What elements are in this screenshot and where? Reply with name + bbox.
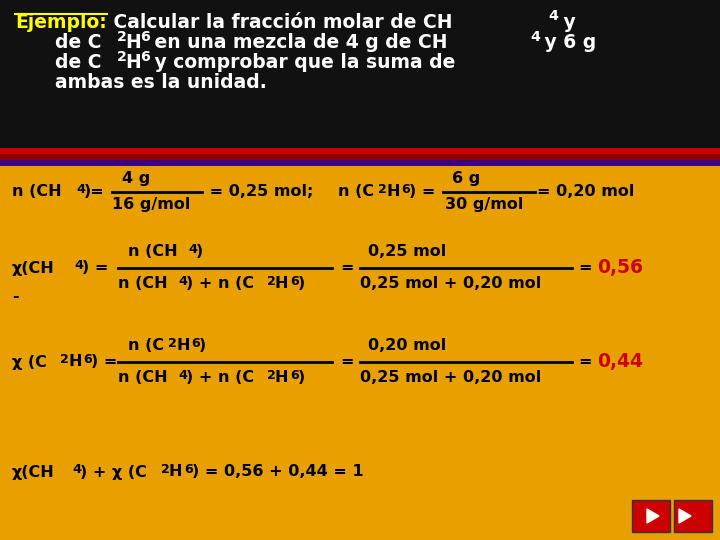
Text: -: - <box>12 288 19 303</box>
Text: 16 g/mol: 16 g/mol <box>112 198 190 213</box>
Text: y 6 g: y 6 g <box>538 33 596 52</box>
Text: ): ) <box>199 339 206 354</box>
Text: 4: 4 <box>178 369 187 382</box>
Text: 6 g: 6 g <box>452 172 480 186</box>
Text: Ejemplo:: Ejemplo: <box>15 13 107 32</box>
Text: H: H <box>68 354 81 369</box>
Text: 4: 4 <box>74 259 83 272</box>
Text: 2: 2 <box>168 337 177 350</box>
Text: 4: 4 <box>72 463 81 476</box>
Text: )=: )= <box>84 185 104 199</box>
Text: = 0,20 mol: = 0,20 mol <box>537 185 634 199</box>
Polygon shape <box>679 509 691 523</box>
Text: χ(CH: χ(CH <box>12 464 55 480</box>
Text: 2: 2 <box>267 275 276 288</box>
Text: = 0,25 mol;: = 0,25 mol; <box>204 185 313 199</box>
Text: 6: 6 <box>290 275 299 288</box>
Bar <box>0 0 720 148</box>
Text: ): ) <box>196 245 203 260</box>
Text: de C: de C <box>55 33 102 52</box>
Text: 6: 6 <box>140 30 150 44</box>
Text: n (CH: n (CH <box>118 370 168 386</box>
Text: 2: 2 <box>267 369 276 382</box>
Text: 2: 2 <box>161 463 170 476</box>
Bar <box>0 148 720 154</box>
Text: ) + n (C: ) + n (C <box>186 370 254 386</box>
Text: n (C: n (C <box>128 339 164 354</box>
Text: 4: 4 <box>530 30 540 44</box>
Text: y: y <box>557 13 576 32</box>
Polygon shape <box>647 509 659 523</box>
Text: H: H <box>125 33 140 52</box>
Text: H: H <box>275 370 289 386</box>
Text: 2: 2 <box>117 50 127 64</box>
Text: ) = 0,56 + 0,44 = 1: ) = 0,56 + 0,44 = 1 <box>192 464 364 480</box>
Text: χ(CH: χ(CH <box>12 260 55 275</box>
Text: 2: 2 <box>378 183 387 196</box>
Text: 6: 6 <box>401 183 410 196</box>
Text: χ (C: χ (C <box>12 354 47 369</box>
Text: =: = <box>340 354 354 369</box>
Text: n (C: n (C <box>338 185 374 199</box>
Text: ) =: ) = <box>91 354 117 369</box>
Text: 4: 4 <box>76 183 85 196</box>
Text: n (CH: n (CH <box>12 185 62 199</box>
Text: 0,20 mol: 0,20 mol <box>368 339 446 354</box>
Text: H: H <box>275 276 289 292</box>
Text: 4: 4 <box>548 9 558 23</box>
Text: ): ) <box>298 370 305 386</box>
Text: ambas es la unidad.: ambas es la unidad. <box>55 73 266 92</box>
Text: 2: 2 <box>60 353 69 366</box>
Text: 30 g/mol: 30 g/mol <box>445 198 523 213</box>
Text: n (CH: n (CH <box>128 245 178 260</box>
Text: 4: 4 <box>188 243 197 256</box>
Text: H: H <box>169 464 182 480</box>
Text: H: H <box>386 185 400 199</box>
Text: =: = <box>578 260 592 275</box>
Text: =: = <box>578 354 592 369</box>
Text: 6: 6 <box>191 337 199 350</box>
Text: 6: 6 <box>184 463 193 476</box>
Text: ): ) <box>298 276 305 292</box>
Text: 6: 6 <box>140 50 150 64</box>
Text: n (CH: n (CH <box>118 276 168 292</box>
Bar <box>0 160 720 166</box>
Text: 2: 2 <box>117 30 127 44</box>
Text: H: H <box>176 339 189 354</box>
Bar <box>674 500 712 532</box>
Text: 4 g: 4 g <box>122 172 150 186</box>
Bar <box>632 500 670 532</box>
Text: ) =: ) = <box>82 260 109 275</box>
Text: 0,25 mol + 0,20 mol: 0,25 mol + 0,20 mol <box>360 370 541 386</box>
Text: 0,25 mol: 0,25 mol <box>368 245 446 260</box>
Text: de C: de C <box>55 53 102 72</box>
Text: ) + χ (C: ) + χ (C <box>80 464 147 480</box>
Bar <box>0 166 720 540</box>
Text: 0,25 mol + 0,20 mol: 0,25 mol + 0,20 mol <box>360 276 541 292</box>
Bar <box>0 154 720 160</box>
Text: 6: 6 <box>290 369 299 382</box>
Text: ) + n (C: ) + n (C <box>186 276 254 292</box>
Text: 4: 4 <box>178 275 187 288</box>
Text: 0,56: 0,56 <box>597 259 643 278</box>
Text: =: = <box>340 260 354 275</box>
Text: 0,44: 0,44 <box>597 353 643 372</box>
Text: ) =: ) = <box>409 185 436 199</box>
Text: H: H <box>125 53 140 72</box>
Text: en una mezcla de 4 g de CH: en una mezcla de 4 g de CH <box>148 33 448 52</box>
Text: Calcular la fracción molar de CH: Calcular la fracción molar de CH <box>107 13 452 32</box>
Text: 6: 6 <box>83 353 91 366</box>
Text: y comprobar que la suma de: y comprobar que la suma de <box>148 53 455 72</box>
